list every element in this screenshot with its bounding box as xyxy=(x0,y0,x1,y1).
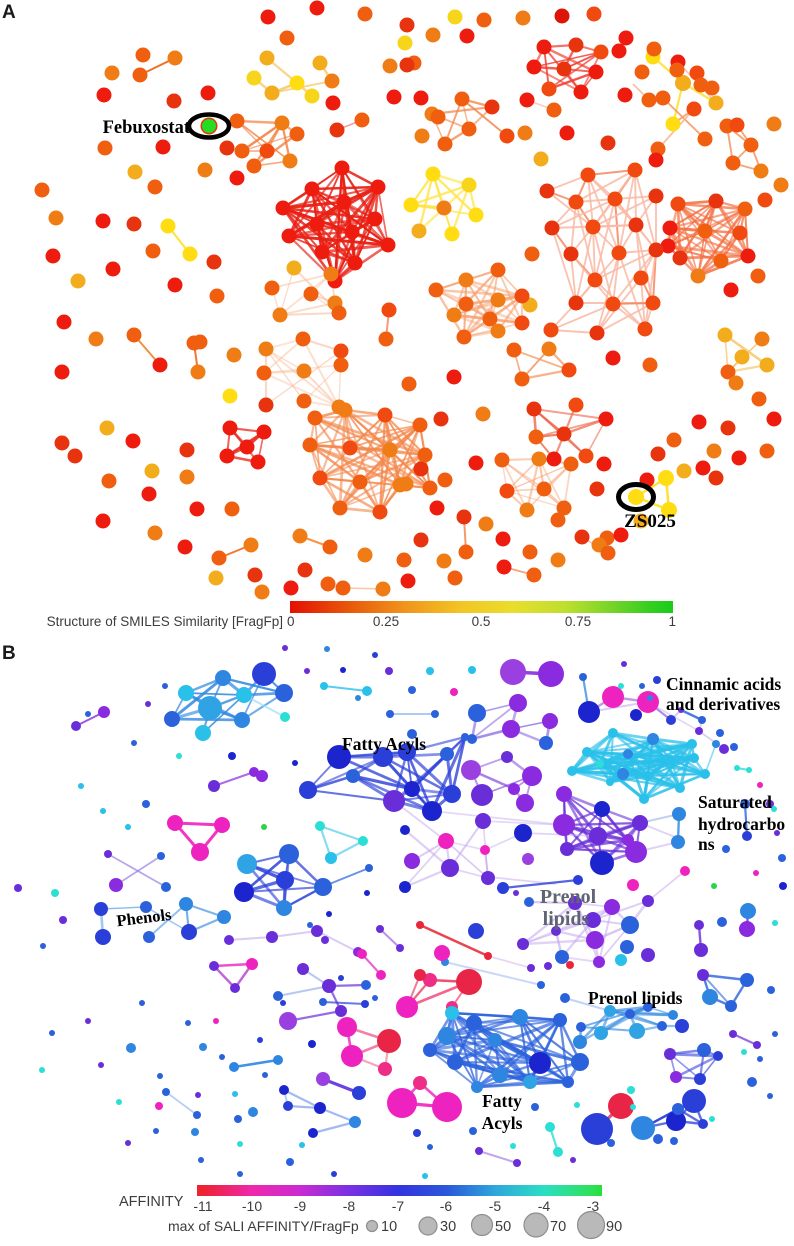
svg-text:-10: -10 xyxy=(242,1198,262,1214)
svg-text:-9: -9 xyxy=(294,1198,307,1214)
svg-text:Prenol: Prenol xyxy=(540,886,597,908)
svg-text:-8: -8 xyxy=(343,1198,356,1214)
svg-text:Cinnamic acids: Cinnamic acids xyxy=(666,674,781,694)
svg-text:-6: -6 xyxy=(440,1198,453,1214)
svg-text:-7: -7 xyxy=(392,1198,405,1214)
svg-text:AFFINITY: AFFINITY xyxy=(119,1194,184,1210)
svg-text:-5: -5 xyxy=(489,1198,502,1214)
svg-text:Fatty: Fatty xyxy=(482,1091,522,1111)
svg-text:ns: ns xyxy=(698,834,715,854)
svg-text:Structure of SMILES Similarity: Structure of SMILES Similarity [FragFp] xyxy=(47,614,283,629)
svg-text:90: 90 xyxy=(606,1219,622,1235)
svg-text:B: B xyxy=(2,643,16,664)
svg-text:0: 0 xyxy=(287,614,295,629)
svg-text:ZS025: ZS025 xyxy=(624,511,676,532)
svg-text:70: 70 xyxy=(550,1219,566,1235)
svg-text:Prenol lipids: Prenol lipids xyxy=(588,988,683,1008)
svg-text:10: 10 xyxy=(381,1219,397,1235)
svg-text:Febuxostat: Febuxostat xyxy=(103,118,191,138)
svg-text:Acyls: Acyls xyxy=(482,1113,523,1133)
svg-text:0.5: 0.5 xyxy=(472,614,491,629)
svg-text:1: 1 xyxy=(668,614,676,629)
svg-text:50: 50 xyxy=(495,1219,511,1235)
svg-text:-11: -11 xyxy=(193,1198,212,1214)
svg-text:0.75: 0.75 xyxy=(565,614,591,629)
svg-text:lipids: lipids xyxy=(543,908,590,930)
svg-text:max of SALI AFFINITY/FragFp: max of SALI AFFINITY/FragFp xyxy=(168,1218,359,1234)
svg-text:0.25: 0.25 xyxy=(373,614,399,629)
svg-text:30: 30 xyxy=(440,1219,456,1235)
svg-text:-3: -3 xyxy=(587,1198,600,1214)
svg-text:hydrocarbo: hydrocarbo xyxy=(698,814,785,834)
svg-text:A: A xyxy=(2,2,16,23)
svg-text:Fatty Acyls: Fatty Acyls xyxy=(342,734,426,754)
svg-text:Saturated: Saturated xyxy=(698,792,772,812)
svg-text:-4: -4 xyxy=(538,1198,551,1214)
svg-text:and derivatives: and derivatives xyxy=(666,694,780,714)
